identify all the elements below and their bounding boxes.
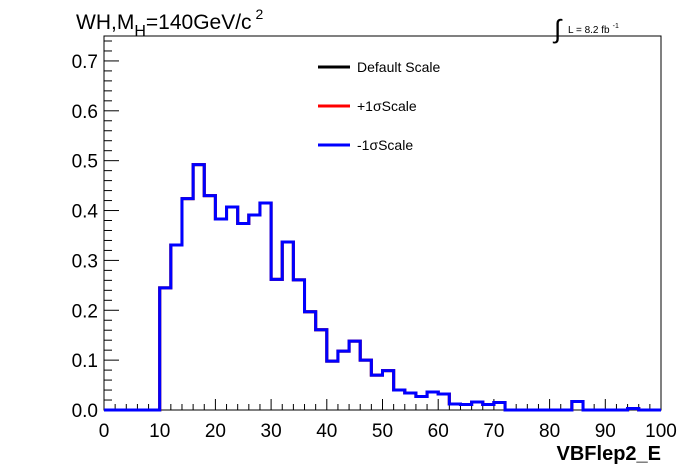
y-tick-label: 0.0 bbox=[72, 401, 98, 422]
x-tick-label: 20 bbox=[205, 421, 226, 442]
x-tick-label: 70 bbox=[483, 421, 504, 442]
x-tick-label: 50 bbox=[372, 421, 393, 442]
y-tick-label: 0.2 bbox=[72, 301, 98, 322]
chart-title-subscript: H bbox=[134, 23, 146, 40]
lumi-text: L = 8.2 fb bbox=[568, 25, 610, 36]
plot-frame bbox=[103, 35, 662, 411]
legend-label-plus1sigma: +1σScale bbox=[357, 98, 417, 114]
y-tick-label: 0.6 bbox=[72, 102, 98, 123]
x-tick-label: 30 bbox=[261, 421, 282, 442]
y-tick-label: 0.1 bbox=[72, 351, 98, 372]
series-minus1sigma-scale bbox=[104, 163, 661, 412]
x-tick-label: 100 bbox=[645, 421, 677, 442]
legend: Default Scale +1σScale -1σScale bbox=[318, 59, 440, 153]
legend-label-minus1sigma: -1σScale bbox=[357, 137, 413, 153]
lumi-superscript: -1 bbox=[613, 23, 619, 30]
y-tick-label: 0.4 bbox=[72, 202, 99, 223]
x-tick-label: 40 bbox=[316, 421, 337, 442]
x-tick-label: 80 bbox=[539, 421, 560, 442]
lumi-label: L = 8.2 fb -1 bbox=[568, 23, 619, 36]
series-layer bbox=[104, 163, 661, 412]
chart-title-superscript: 2 bbox=[256, 6, 264, 22]
y-axis: 0.0 0.1 0.2 0.3 0.4 0.5 0.6 0.7 bbox=[72, 40, 119, 422]
x-tick-label: 60 bbox=[428, 421, 449, 442]
y-tick-label: 0.5 bbox=[72, 152, 98, 173]
lumi-integral: ∫ bbox=[552, 14, 563, 44]
x-tick-label: 0 bbox=[99, 421, 110, 442]
chart-title-main: WH,M bbox=[76, 11, 134, 34]
x-axis-title: VBFlep2_E bbox=[557, 443, 661, 465]
x-axis: 0 10 20 30 40 50 60 70 80 90 100 bbox=[99, 399, 677, 442]
x-tick-label: 10 bbox=[149, 421, 170, 442]
chart-title: WH,MH=140GeV/c 2 bbox=[76, 6, 264, 40]
y-tick-label: 0.7 bbox=[72, 52, 98, 73]
x-tick-label: 90 bbox=[595, 421, 616, 442]
y-tick-label: 0.3 bbox=[72, 251, 98, 272]
legend-label-default: Default Scale bbox=[357, 59, 440, 75]
chart-title-rest: =140GeV/c bbox=[146, 11, 252, 34]
